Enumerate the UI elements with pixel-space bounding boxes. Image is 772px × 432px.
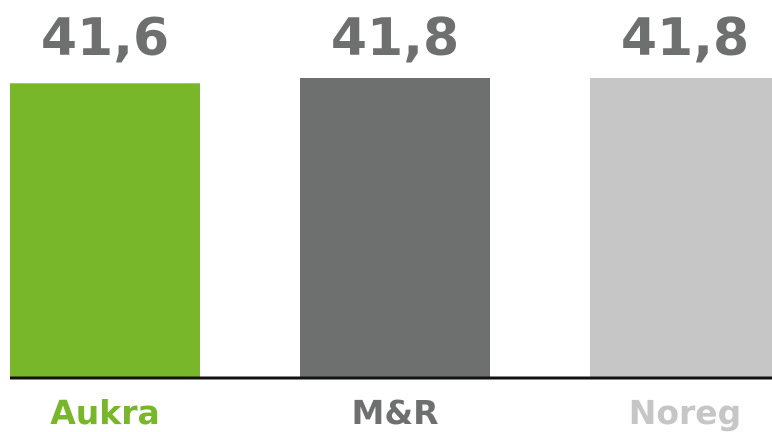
bars-group	[10, 78, 772, 378]
bar-aukra	[10, 83, 200, 378]
category-label-noreg: Noreg	[629, 393, 742, 432]
category-label-aukra: Aukra	[50, 393, 160, 432]
category-label-m-r: M&R	[351, 393, 438, 432]
bar-noreg	[590, 78, 772, 378]
value-label-m-r: 41,8	[331, 8, 459, 68]
bar-m-r	[300, 78, 490, 378]
value-label-noreg: 41,8	[621, 8, 749, 68]
category-labels-group: Aukra M&R Noreg	[50, 393, 741, 432]
value-label-aukra: 41,6	[41, 8, 169, 68]
value-labels-group: 41,6 41,8 41,8	[41, 8, 749, 68]
